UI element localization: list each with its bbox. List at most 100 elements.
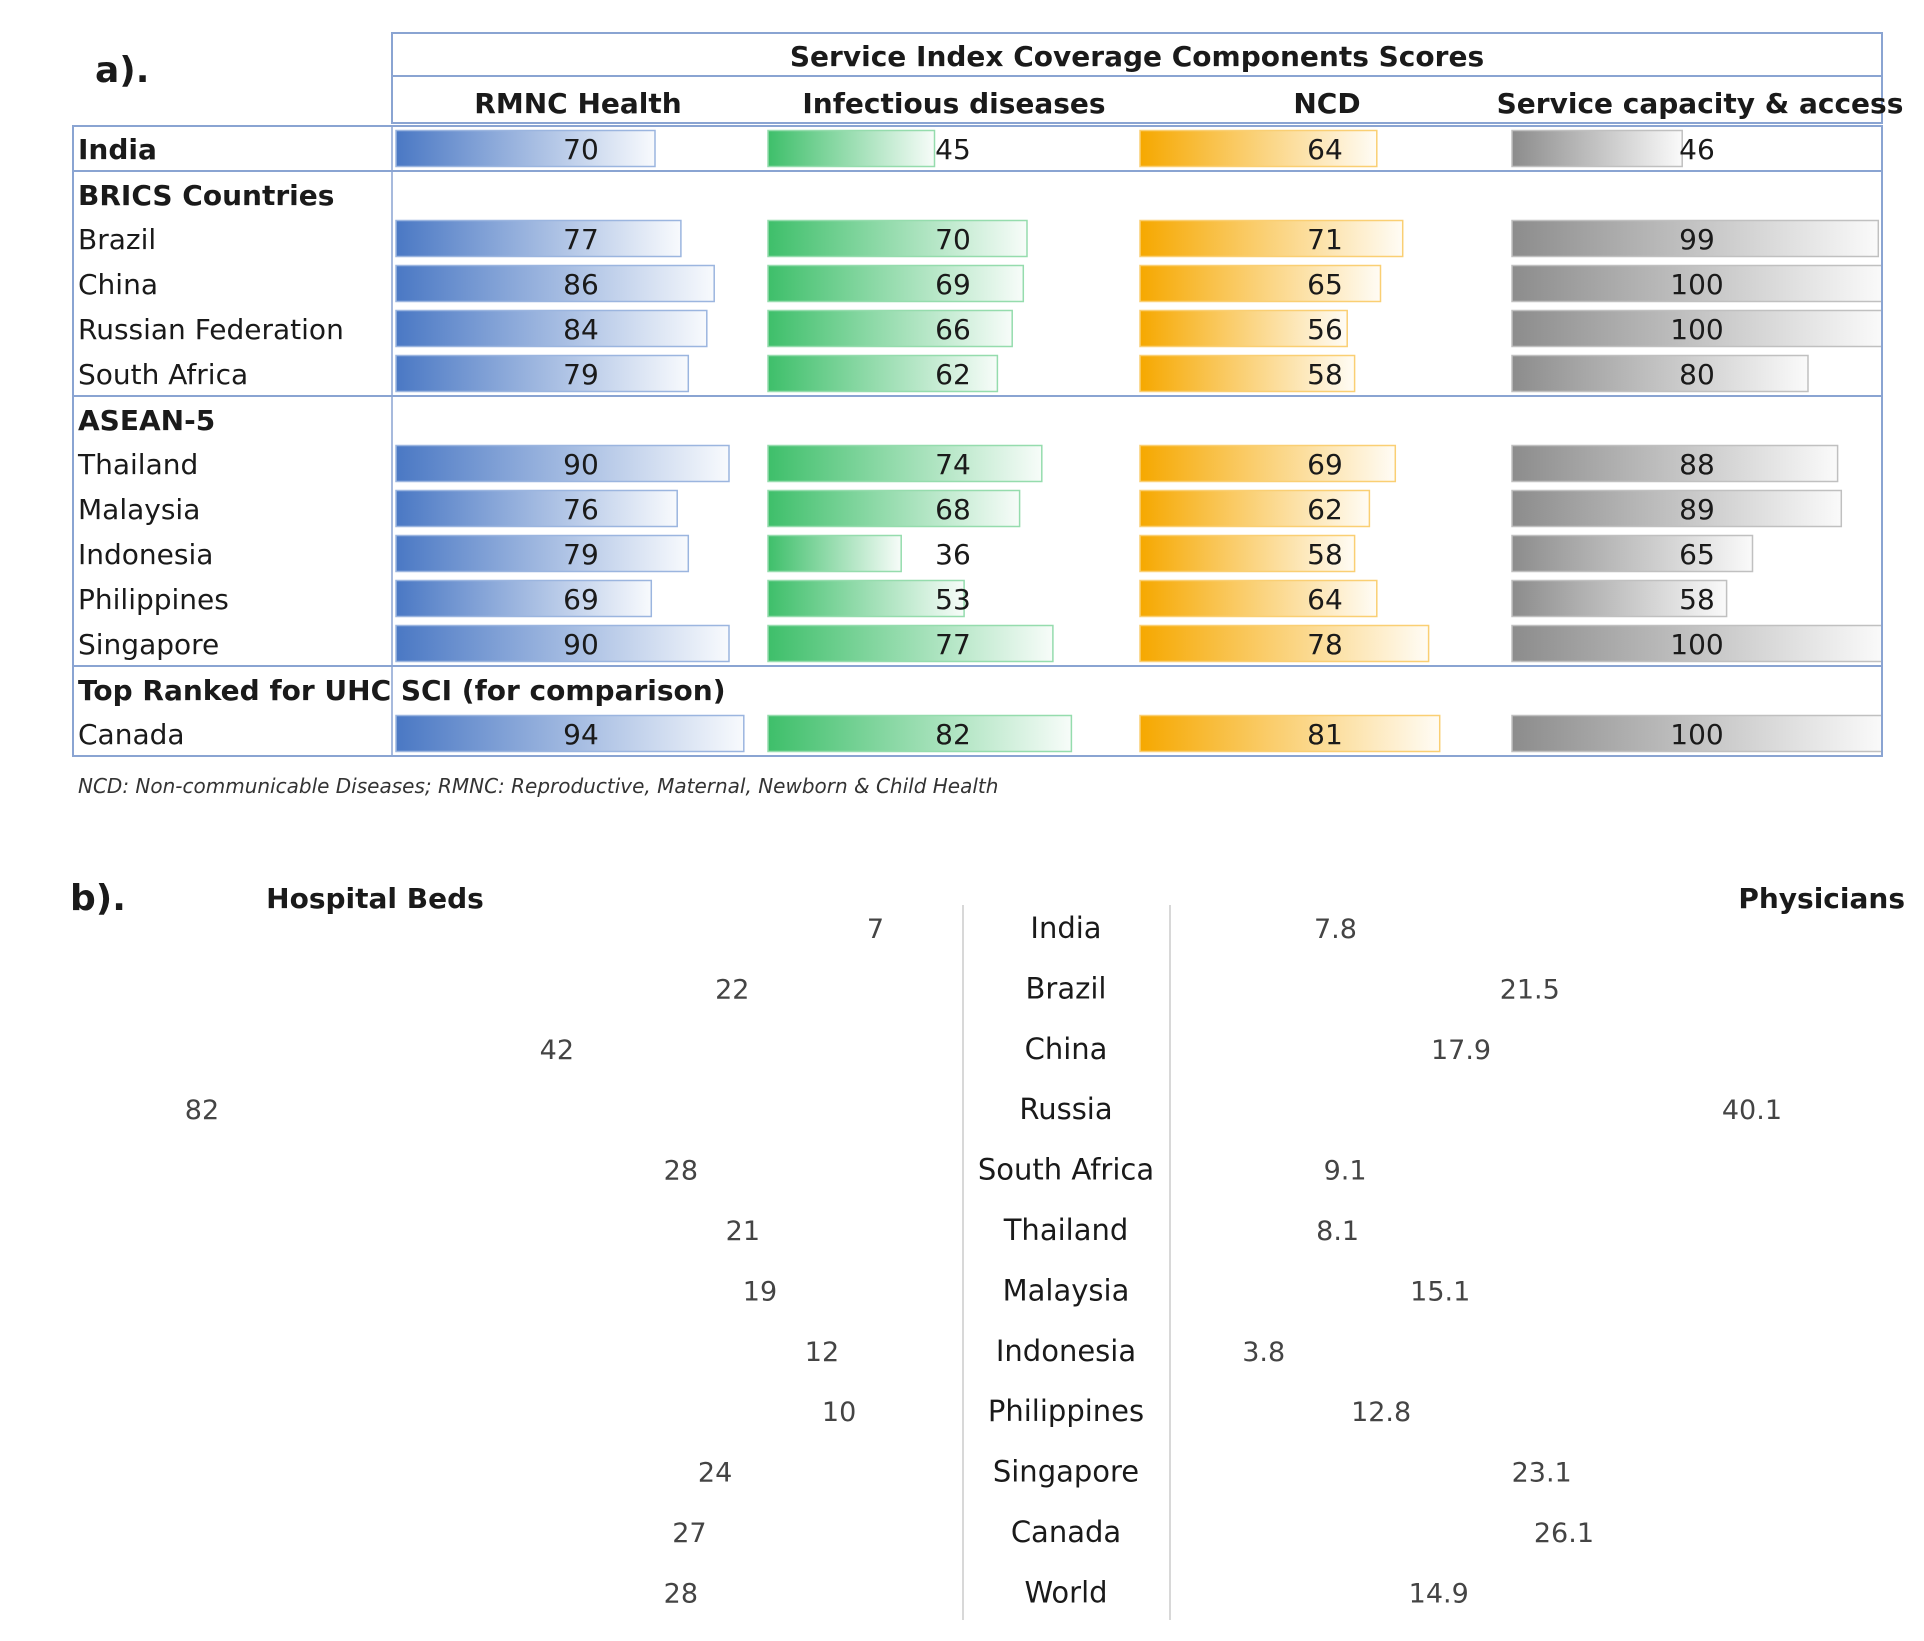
row-label-china: China: [78, 268, 158, 301]
bar-thailand-service-capacity-access: [1511, 444, 1839, 483]
country-label-china: China: [1025, 1032, 1108, 1066]
beds-value-malaysia: 19: [743, 1276, 777, 1307]
value-brazil-infectious-diseases: 70: [935, 223, 971, 256]
value-philippines-rmnc-health: 69: [563, 583, 599, 616]
bar-singapore-service-capacity-access: [1511, 624, 1883, 663]
person-icon: [1479, 1088, 1521, 1126]
person-icon: [1197, 967, 1239, 1005]
value-singapore-infectious-diseases: 77: [935, 628, 971, 661]
person-icon: [1385, 967, 1427, 1005]
person-icon: [1197, 1329, 1221, 1368]
beds-value-china: 42: [540, 1035, 574, 1066]
pictogram-chart: India 7 7.8 Brazil 22 21.5 China 42 17.9 Russia 82…: [185, 906, 1782, 1614]
value-russian-federation-service-capacity-access: 100: [1670, 313, 1723, 346]
person-icon: [1291, 1510, 1333, 1549]
bar-canada-ncd: [1139, 714, 1441, 753]
value-philippines-service-capacity-access: 58: [1679, 583, 1715, 616]
bed-icon: [837, 1148, 895, 1191]
person-icon: [1197, 1027, 1239, 1066]
row-label-philippines: Philippines: [78, 583, 229, 616]
value-south-africa-service-capacity-access: 80: [1679, 358, 1715, 391]
value-brazil-ncd: 71: [1307, 223, 1343, 256]
bar-south-africa-rmnc-health: [395, 354, 690, 393]
hospital-beds-title: Hospital Beds: [266, 882, 484, 915]
score-table: India 70 45 64 46 BRICS Countries Brazil 77 70 71…: [72, 125, 1883, 757]
physicians-value-philippines: 12.8: [1351, 1397, 1411, 1428]
bar-china-infectious-diseases: [767, 264, 1025, 303]
value-russian-federation-infectious-diseases: 66: [935, 313, 971, 346]
bar-russian-federation-infectious-diseases: [767, 309, 1013, 348]
bar-china-rmnc-health: [395, 264, 715, 303]
value-malaysia-rmnc-health: 76: [563, 493, 599, 526]
bar-malaysia-infectious-diseases: [767, 489, 1021, 528]
country-label-philippines: Philippines: [988, 1394, 1144, 1428]
panel-a: a). Service Index Coverage Components Sc…: [72, 32, 1903, 798]
header-frame: [391, 32, 1883, 124]
row-label-canada: Canada: [78, 718, 185, 751]
beds-value-philippines: 10: [822, 1397, 856, 1428]
bar-thailand-infectious-diseases: [767, 444, 1043, 483]
bed-icon: [720, 1511, 771, 1553]
value-india-infectious-diseases: 45: [935, 133, 971, 166]
person-icon: [1197, 1571, 1239, 1609]
bar-south-africa-infectious-diseases: [767, 354, 999, 393]
value-china-ncd: 65: [1307, 268, 1343, 301]
bed-icon: [899, 1329, 957, 1372]
beds-value-south-africa: 28: [664, 1156, 698, 1187]
bed-icon: [899, 1511, 957, 1553]
bed-icon: [899, 1027, 957, 1070]
bed-icon: [233, 1088, 275, 1131]
row-label-russian-federation: Russian Federation: [78, 313, 344, 346]
value-china-rmnc-health: 86: [563, 268, 599, 301]
value-china-service-capacity-access: 100: [1670, 268, 1723, 301]
bed-icon: [775, 967, 833, 1010]
person-icon: [1385, 1510, 1427, 1549]
bar-canada-infectious-diseases: [767, 714, 1073, 753]
value-russian-federation-ncd: 56: [1307, 313, 1343, 346]
bar-philippines-infectious-diseases: [767, 579, 965, 618]
person-icon: [1197, 906, 1239, 945]
value-brazil-service-capacity-access: 99: [1679, 223, 1715, 256]
person-icon: [1573, 1088, 1615, 1126]
bar-brazil-rmnc-health: [395, 219, 682, 258]
bed-icon: [837, 967, 895, 1010]
person-icon: [1385, 1027, 1409, 1066]
person-icon: [1197, 1148, 1239, 1187]
bed-icon: [837, 1209, 895, 1251]
value-south-africa-infectious-diseases: 62: [935, 358, 971, 391]
physicians-value-singapore: 23.1: [1512, 1458, 1572, 1489]
beds-value-indonesia: 12: [805, 1337, 839, 1368]
panel-a-label: a).: [95, 50, 149, 91]
value-canada-service-capacity-access: 100: [1670, 718, 1723, 751]
beds-value-canada: 27: [672, 1518, 706, 1549]
bar-brazil-service-capacity-access: [1511, 219, 1880, 258]
bed-icon: [713, 1088, 771, 1131]
bed-icon: [899, 1269, 957, 1312]
bed-icon: [775, 1088, 833, 1131]
bar-south-africa-service-capacity-access: [1511, 354, 1809, 393]
beds-value-singapore: 24: [698, 1458, 732, 1489]
row-label-south-africa: South Africa: [78, 358, 248, 391]
bar-china-service-capacity-access: [1511, 264, 1883, 303]
value-philippines-infectious-diseases: 53: [935, 583, 971, 616]
bed-icon: [589, 1027, 647, 1070]
bar-indonesia-ncd: [1139, 534, 1356, 573]
country-label-canada: Canada: [1011, 1515, 1121, 1549]
person-icon: [1291, 1390, 1330, 1428]
person-icon: [1385, 1450, 1427, 1489]
bar-philippines-service-capacity-access: [1511, 579, 1728, 618]
person-icon: [1197, 1390, 1239, 1428]
value-indonesia-service-capacity-access: 65: [1679, 538, 1715, 571]
super-header: Service Index Coverage Components Scores: [790, 40, 1484, 73]
beds-value-brazil: 22: [715, 974, 749, 1005]
bed-icon: [837, 1571, 895, 1614]
row-label-india: India: [78, 133, 157, 166]
physicians-value-thailand: 8.1: [1316, 1216, 1359, 1247]
value-indonesia-ncd: 58: [1307, 538, 1343, 571]
person-icon: [1291, 1088, 1333, 1126]
bar-singapore-rmnc-health: [395, 624, 730, 663]
row-label-indonesia: Indonesia: [78, 538, 213, 571]
bar-philippines-rmnc-health: [395, 579, 653, 618]
value-russian-federation-rmnc-health: 84: [563, 313, 599, 346]
